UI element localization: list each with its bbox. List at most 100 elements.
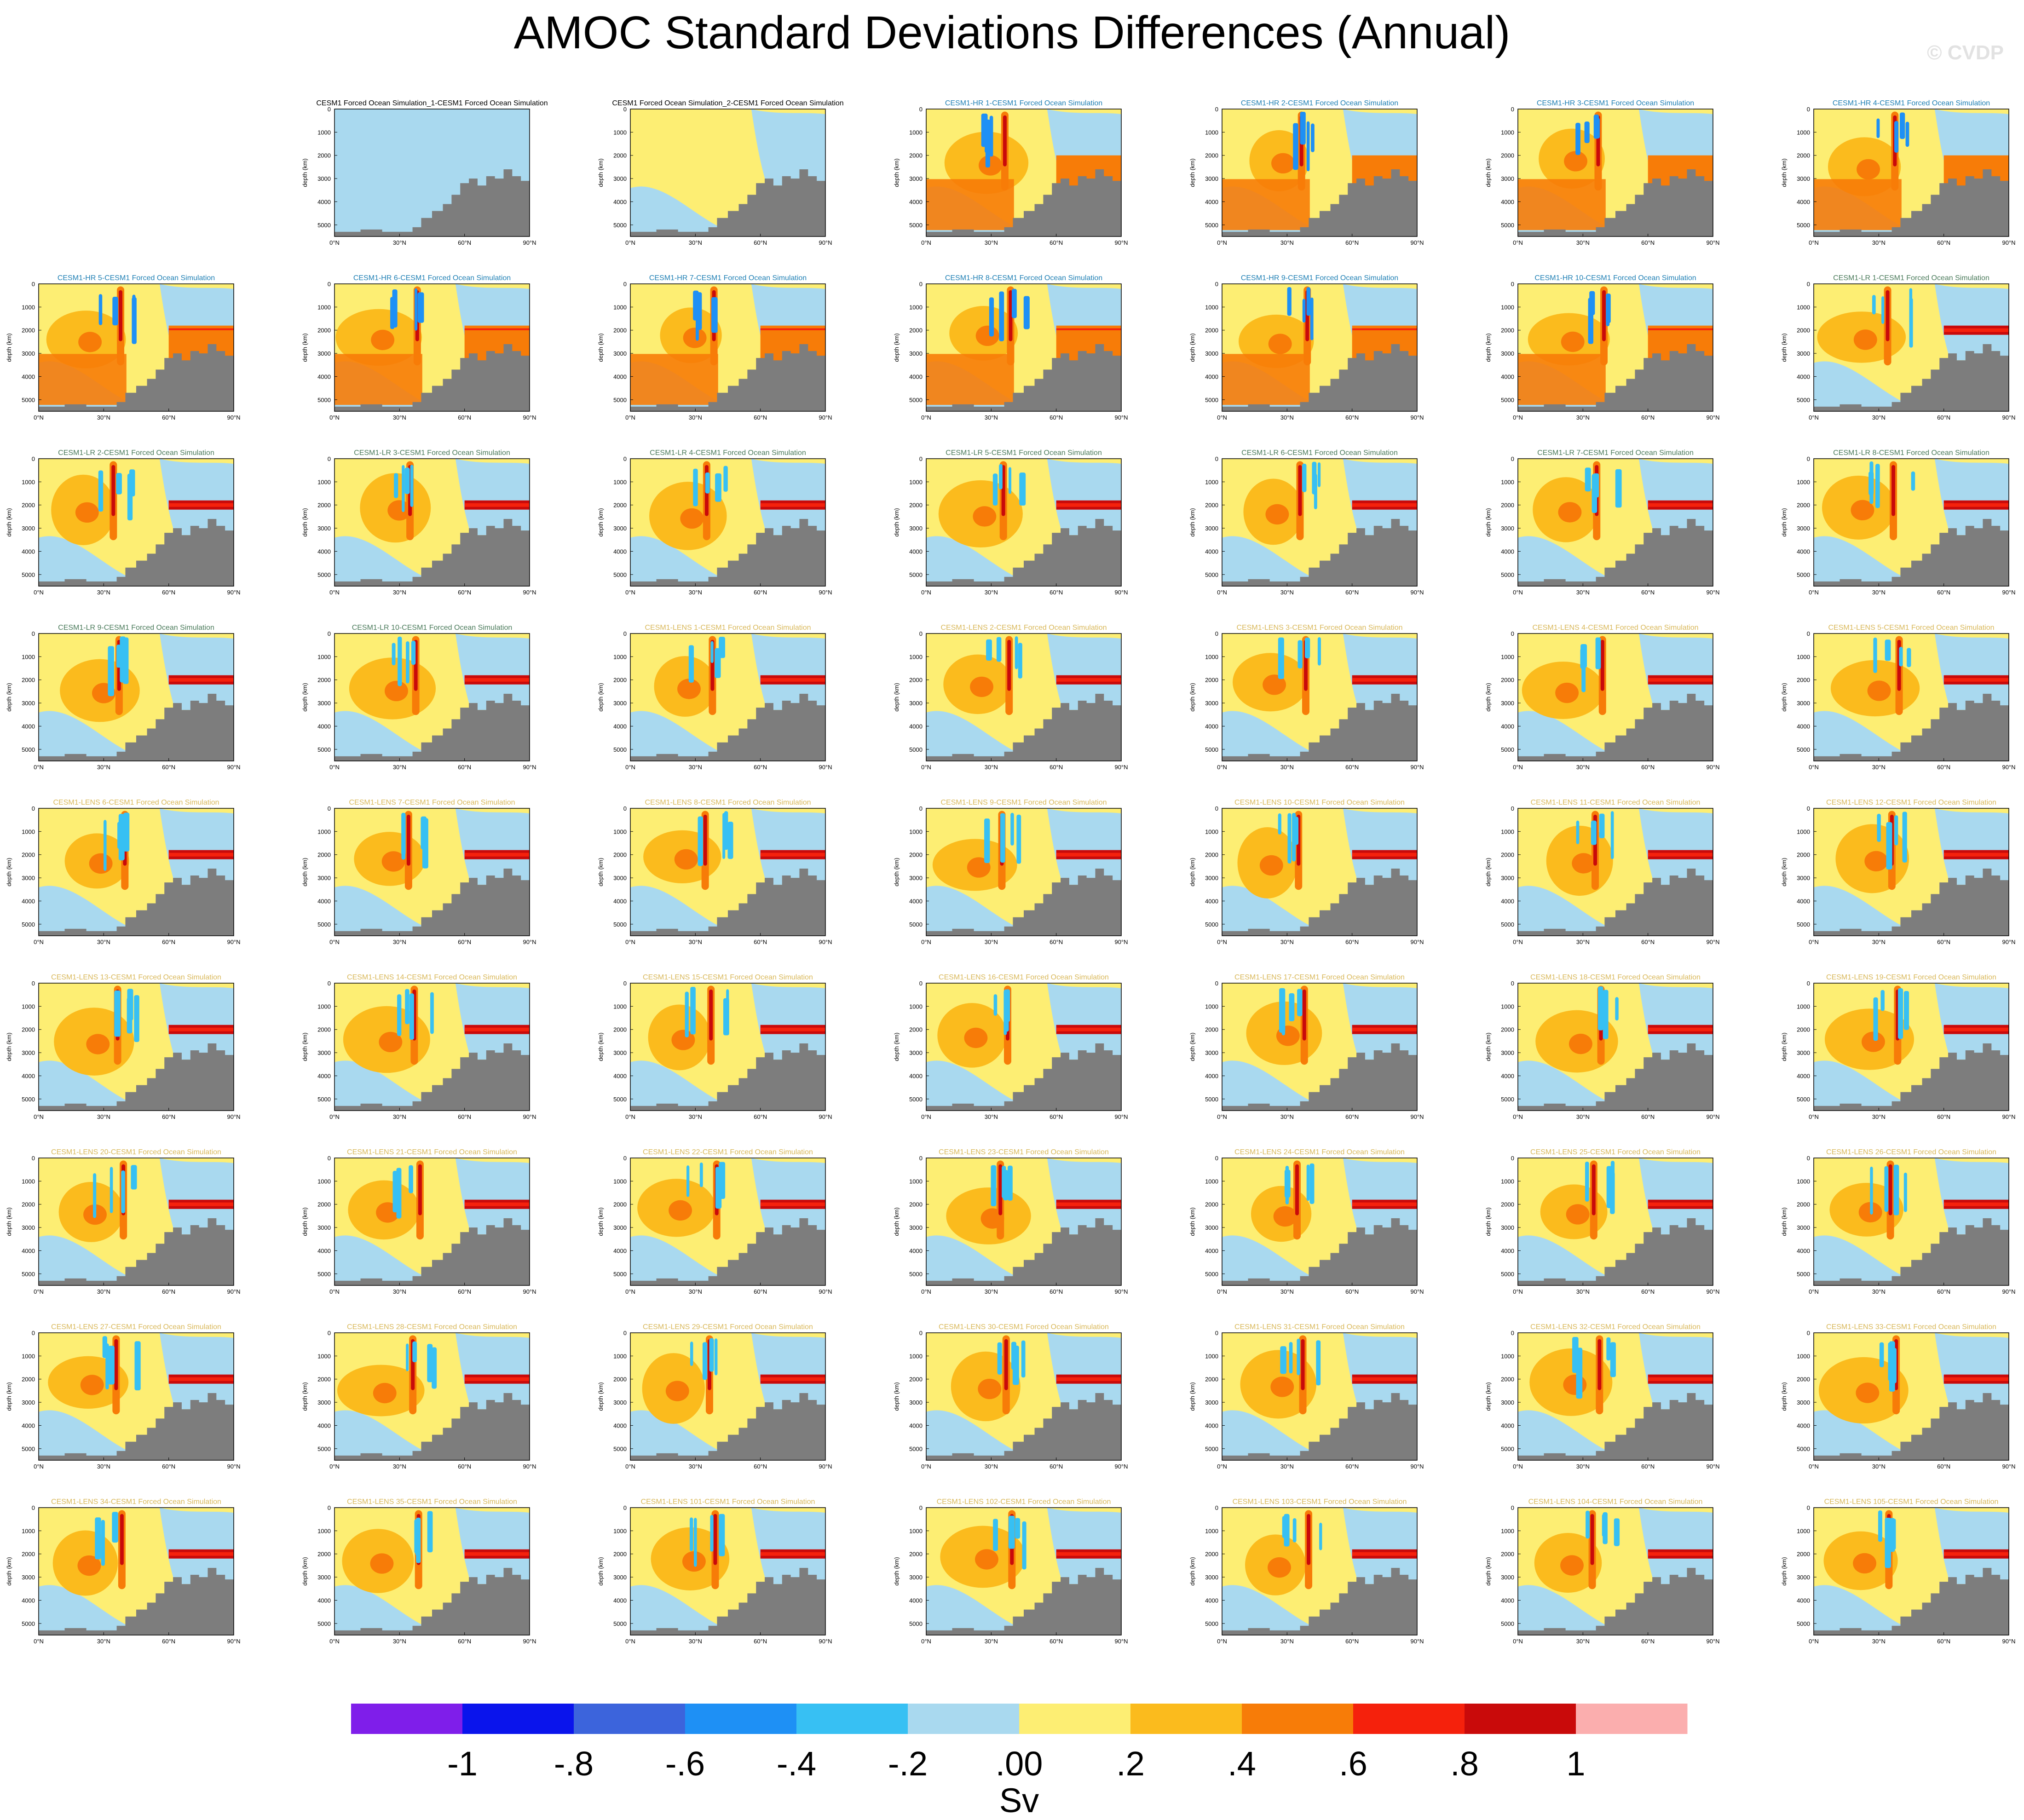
y-tick-label: 4000 (317, 1422, 331, 1429)
y-tick-label: 1000 (613, 1178, 627, 1185)
x-tick-label: 0°N (921, 1288, 931, 1295)
x-tick-label: 30°N (689, 239, 702, 246)
y-tick-label: 4000 (613, 1072, 627, 1079)
field-contour (1592, 474, 1597, 513)
field-contour (1282, 1516, 1288, 1538)
panel-title: CESM1-LENS 28-CESM1 Forced Ocean Simulat… (347, 1323, 517, 1331)
field-contour (1596, 118, 1600, 139)
y-axis-label: depth (km) (597, 1207, 604, 1236)
field-contour (1008, 1515, 1015, 1549)
panel-title: CESM1-LENS 6-CESM1 Forced Ocean Simulati… (53, 799, 219, 806)
field-contour (418, 1164, 422, 1215)
field-contour (455, 459, 530, 536)
field-contour (430, 992, 434, 1034)
x-tick-label: 60°N (1049, 1288, 1063, 1295)
field-contour (1316, 1340, 1321, 1386)
x-tick-label: 60°N (1049, 1463, 1063, 1470)
land-mask (926, 1043, 1121, 1111)
field-contour (1889, 1518, 1895, 1552)
x-tick-label: 90°N (1114, 239, 1128, 246)
x-tick-label: 0°N (1809, 939, 1819, 945)
x-tick-label: 30°N (985, 414, 998, 421)
field-contour (1289, 1342, 1293, 1374)
field-contour (999, 464, 1003, 490)
x-tick-label: 30°N (689, 1113, 702, 1120)
x-tick-label: 60°N (754, 1288, 767, 1295)
y-tick-label: 3000 (909, 700, 923, 707)
x-tick-label: 0°N (1809, 1638, 1819, 1645)
field-contour (334, 354, 422, 405)
x-tick-label: 90°N (523, 1113, 536, 1120)
panel-title: CESM1-LR 10-CESM1 Forced Ocean Simulatio… (352, 624, 513, 632)
x-tick-label: 0°N (1217, 414, 1227, 421)
y-tick-label: 5000 (22, 1620, 35, 1627)
x-tick-label: 90°N (523, 414, 536, 421)
y-axis-label: depth (km) (1189, 1207, 1196, 1236)
x-tick-label: 0°N (625, 764, 635, 771)
field-contour (715, 648, 721, 678)
land-mask (1518, 344, 1713, 411)
x-tick-label: 60°N (754, 414, 767, 421)
amoc-panel: CESM1-LR 2-CESM1 Forced Ocean Simulation… (6, 449, 241, 596)
y-tick-label: 2000 (1797, 502, 1810, 509)
field-contour (1911, 471, 1915, 491)
y-tick-label: 5000 (613, 571, 627, 578)
field-contour (1297, 640, 1303, 669)
y-tick-label: 0 (1807, 1504, 1810, 1511)
y-tick-label: 5000 (613, 1620, 627, 1627)
amoc-panel: CESM1-HR 5-CESM1 Forced Ocean Simulation… (6, 274, 241, 421)
field-contour (1599, 813, 1605, 839)
field-contour (1265, 504, 1289, 525)
field-contour (1934, 459, 2009, 536)
y-tick-label: 2000 (22, 1551, 35, 1558)
panel-frame (1222, 808, 1418, 936)
y-tick-label: 1000 (22, 828, 35, 835)
field-contour (1564, 151, 1587, 172)
y-tick-label: 0 (919, 455, 923, 462)
y-tick-label: 4000 (22, 1597, 35, 1604)
field-contour (1343, 1508, 1417, 1584)
panel-title: CESM1-LENS 102-CESM1 Forced Ocean Simula… (937, 1498, 1111, 1506)
y-tick-label: 3000 (317, 875, 331, 881)
amoc-panel: CESM1-LENS 23-CESM1 Forced Ocean Simulat… (893, 1148, 1128, 1295)
y-tick-label: 5000 (909, 1446, 923, 1452)
field-contour (123, 812, 130, 852)
y-tick-label: 3000 (909, 1224, 923, 1231)
x-tick-label: 30°N (1872, 1288, 1886, 1295)
field-contour (455, 634, 530, 710)
y-axis-label: depth (km) (6, 1382, 12, 1411)
field-contour (1576, 820, 1580, 844)
x-tick-label: 30°N (689, 1288, 702, 1295)
y-tick-label: 4000 (22, 1072, 35, 1079)
panel-title: CESM1-LENS 3-CESM1 Forced Ocean Simulati… (1236, 624, 1402, 632)
land-mask (1518, 169, 1713, 236)
panel-frame (630, 983, 826, 1111)
x-tick-label: 0°N (921, 1113, 931, 1120)
y-tick-label: 4000 (1205, 373, 1218, 380)
y-tick-label: 1000 (909, 1178, 923, 1185)
panel-title: CESM1-HR 8-CESM1 Forced Ocean Simulation (945, 274, 1102, 282)
x-tick-label: 60°N (1641, 764, 1655, 771)
land-mask (1222, 1393, 1417, 1460)
y-tick-label: 0 (1215, 980, 1218, 987)
field-contour (1047, 634, 1121, 710)
y-axis-label: depth (km) (1189, 858, 1196, 886)
x-tick-label: 60°N (458, 1638, 471, 1645)
field-contour (1899, 112, 1905, 139)
deep-band (464, 1202, 530, 1206)
panel-title: CESM1-LR 3-CESM1 Forced Ocean Simulation (354, 449, 510, 457)
y-tick-label: 5000 (613, 921, 627, 928)
deep-band (1352, 1377, 1417, 1381)
field-contour (1876, 118, 1880, 138)
y-tick-label: 2000 (613, 677, 627, 684)
x-tick-label: 60°N (458, 1463, 471, 1470)
amoc-panel: CESM1-LR 6-CESM1 Forced Ocean Simulation… (1189, 449, 1424, 596)
x-tick-label: 60°N (1345, 414, 1359, 421)
panel-frame (926, 1332, 1122, 1461)
amoc-panel: CESM1-LENS 4-CESM1 Forced Ocean Simulati… (1485, 624, 1720, 771)
field-contour (1343, 983, 1417, 1060)
x-tick-label: 90°N (2002, 239, 2015, 246)
field-contour (1566, 1204, 1590, 1225)
field-contour (1875, 464, 1880, 508)
amoc-panel: CESM1-LENS 18-CESM1 Forced Ocean Simulat… (1485, 973, 1720, 1120)
